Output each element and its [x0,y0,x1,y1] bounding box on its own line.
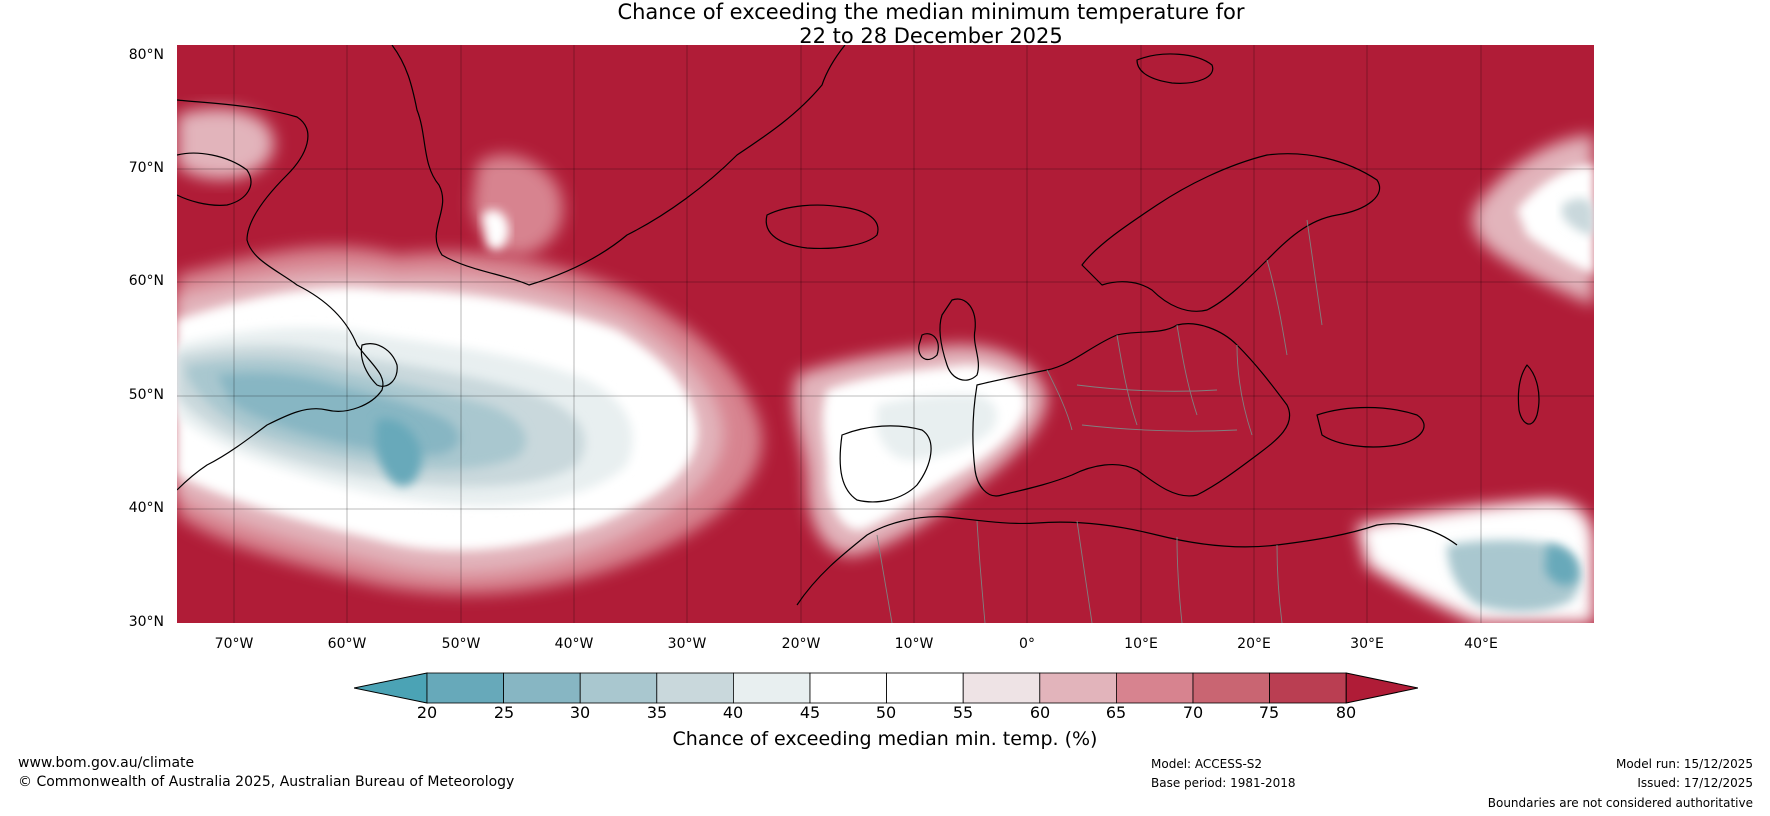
colorbar-bin-20-25 [426,672,504,704]
coastline-iceland [765,204,879,250]
contour-baffin [177,108,275,180]
graticule [177,45,1594,623]
coastline-newfoundland [360,343,398,387]
coastline-british-isles [918,298,979,381]
contour-europe-45 [877,394,997,461]
coastline-iberia [839,425,932,503]
colorbar-tick-25: 25 [493,703,515,722]
coastline-africa [796,516,1458,606]
title-line-1: Chance of exceeding the median minimum t… [617,0,1245,24]
lon-label-0: 0° [1019,636,1035,652]
colorbar-bin-30-35 [579,672,658,704]
colorbar-bin-65-70 [1116,672,1194,704]
colorbar-tick-70: 70 [1182,703,1204,722]
lat-label-80n: 80°N [128,47,164,63]
contour-25 [375,419,422,486]
coastline-baffin [177,152,252,206]
colorbar-tick-65: 65 [1105,703,1127,722]
colorbar-label: Chance of exceeding median min. temp. (%… [672,728,1098,750]
lon-label-20w: 20°W [781,636,821,652]
coastline-scandinavia [1081,153,1381,312]
colorbar-bin-40-45 [732,672,811,704]
colorbar [353,672,1419,708]
probability-map [177,45,1594,623]
colorbar-bin-35-40 [656,672,734,704]
lon-label-50w: 50°W [441,636,481,652]
map-canvas [177,45,1594,623]
base-period: Base period: 1981-2018 [1151,776,1296,790]
title-line-2: 22 to 28 December 2025 [799,24,1063,48]
boundaries-disclaimer: Boundaries are not considered authoritat… [1487,796,1753,810]
border-lines-africa [876,520,1283,623]
lon-label-10w: 10°W [894,636,934,652]
coastline-canada [177,99,384,491]
colorbar-bin-75-80 [1269,672,1347,704]
lon-label-60w: 60°W [327,636,367,652]
lon-label-40w: 40°W [554,636,594,652]
colorbar-tick-30: 30 [569,703,591,722]
colorbar-tick-50: 50 [875,703,897,722]
colorbar-svg [353,672,1419,704]
lat-label-70n: 70°N [128,160,164,176]
copyright-text: © Commonwealth of Australia 2025, Austra… [18,774,515,790]
lat-label-30n: 30°N [128,614,164,630]
coastline-caspian [1517,364,1540,425]
issued-date: Issued: 17/12/2025 [1637,776,1753,790]
model-run-date: Model run: 15/12/2025 [1615,757,1753,771]
colorbar-bin-45-50 [809,672,887,704]
colorbar-bin-55-60 [962,672,1041,704]
colorbar-tick-40: 40 [722,703,744,722]
colorbar-tick-55: 55 [952,703,974,722]
colorbar-tick-35: 35 [646,703,668,722]
colorbar-tick-75: 75 [1258,703,1280,722]
colorbar-tick-20: 20 [416,703,438,722]
lat-label-60n: 60°N [128,273,164,289]
colorbar-bin-60-65 [1039,672,1117,704]
lon-label-70w: 70°W [214,636,254,652]
lon-label-10e: 10°E [1124,636,1158,652]
colorbar-high-extend [1345,672,1419,704]
country-borders [876,219,1323,623]
lon-label-30w: 30°W [667,636,707,652]
lat-label-40n: 40°N [128,500,164,516]
coastline-greenland [391,45,846,286]
colorbar-bin-50-55 [886,672,964,704]
lon-label-20e: 20°E [1237,636,1271,652]
lat-label-50n: 50°N [128,387,164,403]
probability-shading [177,108,1594,623]
colorbar-tick-80: 80 [1335,703,1357,722]
contour-greenland-50 [482,210,509,250]
colorbar-bin-25-30 [503,672,581,704]
coastline-black-sea [1316,406,1425,448]
coastline-svalbard [1136,53,1214,84]
colorbar-tick-60: 60 [1029,703,1051,722]
colorbar-tick-45: 45 [799,703,821,722]
contour-east-30 [1545,545,1578,586]
colorbar-bin-70-75 [1192,672,1270,704]
border-lines-europe [1046,219,1323,436]
lon-label-40e: 40°E [1464,636,1498,652]
lon-label-30e: 30°E [1350,636,1384,652]
colorbar-low-extend [353,672,428,704]
website-link[interactable]: www.bom.gov.au/climate [18,755,195,771]
model-name: Model: ACCESS-S2 [1151,757,1263,771]
contour-arctic-45 [1517,165,1594,275]
contour-arctic-40 [1562,198,1594,235]
map-title: Chance of exceeding the median minimum t… [0,0,1770,48]
